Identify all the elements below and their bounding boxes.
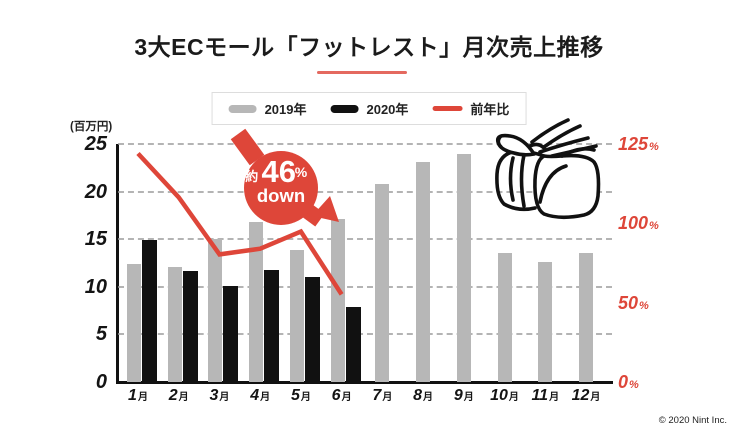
badge-value: 46: [262, 154, 296, 189]
legend-item-yoy: 前年比: [432, 99, 509, 118]
badge-prefix: 約: [245, 169, 258, 184]
chart-plot-area: [118, 143, 612, 382]
x-tick-4月: 4月: [250, 387, 271, 404]
x-tick-10月: 10月: [490, 387, 519, 404]
legend: 2019年 2020年 前年比: [211, 92, 527, 125]
pouf-crease-1: [508, 156, 515, 202]
gridline-15: [118, 238, 612, 241]
bar-2019-1月: [127, 263, 141, 382]
bar-2019-2月: [167, 266, 182, 382]
gridline-10: [118, 285, 612, 288]
y-left-tick-15: 15: [84, 228, 107, 251]
x-tick-1月: 1月: [128, 387, 148, 404]
x-tick-6月: 6月: [331, 387, 352, 404]
legend-item-2020: 2020年: [330, 99, 408, 118]
bar-2019-3月: [208, 239, 223, 382]
gridline-5: [118, 333, 612, 336]
bar-2020-1月: [142, 240, 157, 382]
x-tick-3月: 3月: [209, 387, 230, 404]
annotation-badge: 約 46 % down: [230, 128, 339, 227]
leg-front-upper: [530, 118, 570, 144]
bar-2019-10月: [497, 252, 512, 382]
y-right-tick-50: 50%: [618, 292, 649, 313]
y-right-tick-0: 0%: [618, 372, 639, 392]
legend-label-2020: 2020年: [366, 102, 409, 117]
y-left-tick-10: 10: [84, 275, 107, 298]
bar-2020-4月: [264, 269, 280, 382]
bar-2019-6月: [330, 219, 345, 382]
legend-label-yoy: 前年比: [470, 102, 510, 117]
x-tick-11月: 11月: [531, 387, 560, 404]
x-tick-7月: 7月: [372, 387, 393, 404]
svg-text:約 46 %: 約 46 %: [245, 154, 308, 189]
yoy-line-chart: [136, 151, 344, 296]
y-left-tick-0: 0: [95, 371, 107, 393]
x-tick-8月: 8月: [413, 387, 434, 404]
pouf-front-seam: [538, 164, 568, 204]
leg-front-lower: [542, 124, 582, 149]
x-tick-9月: 9月: [453, 387, 474, 404]
x-tick-2月: 2月: [168, 387, 189, 404]
foot-heel-line: [496, 135, 503, 149]
bar-2019-9月: [456, 153, 471, 382]
leg-back-lower: [550, 144, 598, 158]
bar-2020-2月: [182, 270, 198, 382]
y-left-tick-25: 25: [84, 133, 107, 155]
legend-swatch-2019-bar: [228, 104, 257, 113]
arrow-tail: [230, 128, 265, 166]
leg-back-upper: [538, 136, 590, 154]
ankle-cross: [528, 142, 546, 150]
bar-2020-3月: [223, 285, 239, 382]
title-underline: [317, 71, 407, 74]
bar-2019-7月: [375, 183, 390, 382]
bar-2019-4月: [249, 222, 264, 382]
y-axis-unit-label: (百万円): [70, 121, 113, 133]
legend-swatch-yoy-line: [432, 106, 463, 111]
bar-2020-6月: [345, 306, 361, 382]
bar-2019-8月: [416, 162, 431, 382]
foot-shape: [495, 133, 536, 157]
y-left-tick-5: 5: [95, 323, 107, 346]
gridline-20: [118, 190, 612, 193]
footrest-illustration: [495, 118, 601, 220]
pouf-crease-2: [519, 153, 526, 208]
bar-2019-12月: [579, 253, 593, 382]
bar-2020-5月: [304, 277, 320, 382]
arrowhead-icon: [312, 196, 339, 222]
gridline-25: [118, 143, 612, 145]
x-tick-5月: 5月: [290, 387, 311, 404]
legend-swatch-2020-bar: [330, 104, 359, 113]
legend-label-2019: 2019年: [264, 102, 307, 117]
y-axis-line: [116, 144, 119, 384]
badge-word: down: [257, 185, 305, 206]
x-tick-12月: 12月: [571, 387, 601, 404]
copyright: © 2020 Nint Inc.: [658, 415, 727, 426]
page-title: 3大ECモール「フットレスト」月次売上推移: [134, 34, 604, 60]
y-left-tick-20: 20: [84, 180, 107, 203]
badge-percent: %: [295, 164, 308, 180]
x-axis-baseline: [116, 381, 613, 384]
yoy-polyline: [136, 151, 344, 296]
bar-2019-5月: [289, 249, 304, 382]
badge-circle: [244, 151, 318, 225]
bar-2019-11月: [538, 262, 553, 382]
legend-item-2019: 2019年: [228, 99, 307, 118]
y-right-tick-100: 100%: [618, 213, 659, 234]
y-right-tick-125: 125%: [618, 134, 659, 154]
